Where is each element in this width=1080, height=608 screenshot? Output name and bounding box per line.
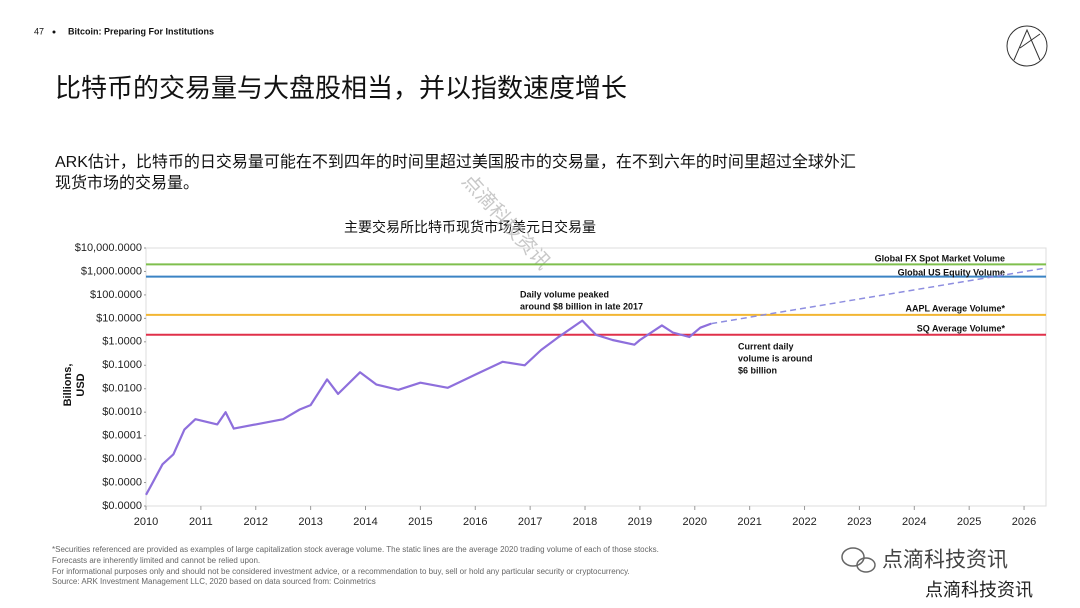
x-tick-label: 2018 [573, 516, 597, 528]
x-tick-label: 2014 [353, 516, 377, 528]
x-tick-label: 2025 [957, 516, 981, 528]
footnote: For informational purposes only and shou… [52, 567, 630, 576]
chart-title: 主要交易所比特币现货市场美元日交易量 [344, 219, 596, 236]
reference-label: AAPL Average Volume* [905, 303, 1005, 313]
bullet [52, 30, 56, 34]
y-tick-label: $100.0000 [90, 289, 142, 301]
logo [1006, 25, 1048, 67]
x-tick-label: 2020 [683, 516, 707, 528]
x-tick-label: 2010 [134, 516, 158, 528]
y-axis-label: USD [75, 373, 87, 396]
x-tick-label: 2022 [792, 516, 816, 528]
annotation: around $8 billion in late 2017 [520, 301, 643, 311]
x-tick-label: 2015 [408, 516, 432, 528]
deck-title: Bitcoin: Preparing For Institutions [68, 26, 214, 36]
x-tick-label: 2017 [518, 516, 542, 528]
series-line [711, 267, 1047, 325]
plot-frame [145, 247, 1047, 507]
description-line: 现货市场的交易量。 [55, 174, 199, 192]
y-tick-label: $0.0001 [102, 430, 142, 442]
y-tick-label: $10.0000 [96, 312, 142, 324]
reference-label: Global FX Spot Market Volume [875, 253, 1005, 263]
description-line: ARK估计，比特币的日交易量可能在不到四年的时间里超过美国股市的交易量，在不到六… [55, 153, 856, 171]
footnote: Forecasts are inherently limited and can… [52, 556, 260, 565]
y-tick-label: $0.1000 [102, 359, 142, 371]
y-tick-label: $0.0100 [102, 383, 142, 395]
x-tick-label: 2012 [244, 516, 268, 528]
x-tick-label: 2013 [298, 516, 322, 528]
page-number: 47 [34, 26, 44, 36]
annotation: Current daily [738, 341, 794, 351]
footnote: *Securities referenced are provided as e… [52, 545, 659, 554]
x-tick-label: 2023 [847, 516, 871, 528]
series-line [145, 319, 712, 496]
y-tick-label: $10,000.0000 [75, 242, 142, 254]
y-tick-label: $0.0000 [102, 500, 142, 512]
y-tick-label: $0.0000 [102, 476, 142, 488]
footnote: Source: ARK Investment Management LLC, 2… [52, 577, 376, 586]
x-tick-label: 2019 [628, 516, 652, 528]
wechat-icon [841, 547, 876, 573]
y-tick-label: $1,000.0000 [81, 265, 142, 277]
watermark: 点滴科技资讯 [882, 549, 1008, 572]
x-tick-label: 2026 [1012, 516, 1036, 528]
headline: 比特币的交易量与大盘股相当，并以指数速度增长 [55, 73, 627, 103]
x-tick-label: 2024 [902, 516, 926, 528]
y-axis-label: Billions, [62, 364, 74, 407]
annotation: volume is around [738, 353, 813, 363]
y-tick-label: $1.0000 [102, 336, 142, 348]
annotation: Daily volume peaked [520, 289, 609, 299]
reference-label: Global US Equity Volume [898, 267, 1005, 277]
x-tick-label: 2011 [189, 516, 213, 528]
x-tick-label: 2021 [737, 516, 761, 528]
reference-label: SQ Average Volume* [917, 323, 1006, 333]
y-tick-label: $0.0000 [102, 453, 142, 465]
annotation: $6 billion [738, 365, 777, 375]
x-tick-label: 2016 [463, 516, 487, 528]
watermark: 点滴科技资讯 [925, 580, 1033, 600]
y-tick-label: $0.0010 [102, 406, 142, 418]
